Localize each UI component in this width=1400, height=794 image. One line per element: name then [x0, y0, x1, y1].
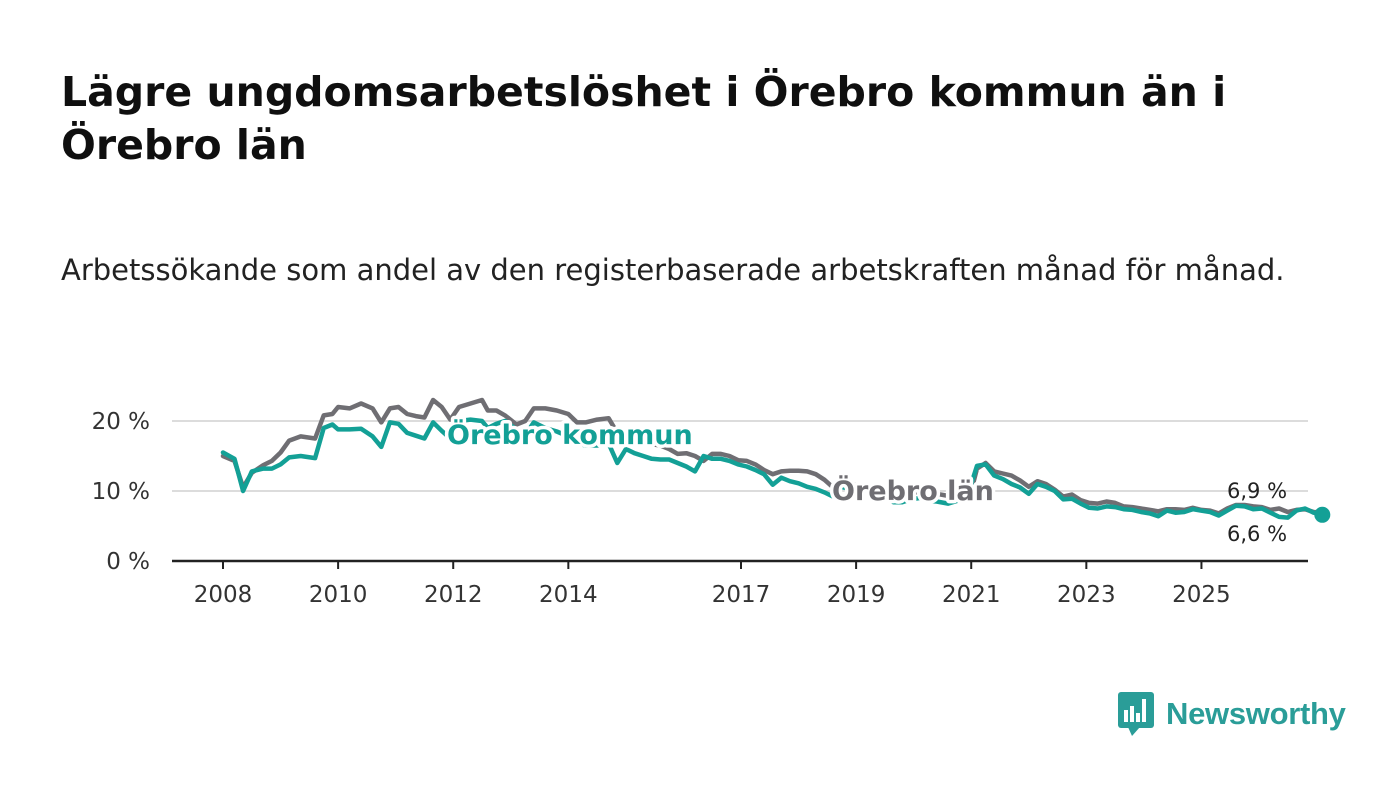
- x-axis: 2008 2010 2012 2014 2017 2019 2021 2023 2025: [172, 559, 1308, 608]
- end-point-orebro-kommun: [1314, 506, 1331, 523]
- y-tick-label: 20 %: [92, 409, 150, 435]
- end-value-orebro-kommun: 6,6 %: [1227, 522, 1287, 546]
- x-tick-label: 2012: [424, 582, 483, 608]
- bar-chart-speech-bubble-icon: [1118, 692, 1154, 736]
- x-tick-label: 2010: [309, 582, 368, 608]
- series-line-orebro-lan: [220, 397, 1325, 516]
- x-tick-label: 2017: [712, 582, 771, 608]
- end-value-orebro-lan: 6,9 %: [1227, 479, 1287, 503]
- x-tick-label: 2021: [942, 582, 1001, 608]
- y-axis: 0 % 10 % 20 %: [92, 409, 150, 575]
- brand-name: Newsworthy: [1166, 696, 1346, 731]
- y-tick-label: 10 %: [92, 479, 150, 505]
- x-tick-label: 2025: [1172, 582, 1231, 608]
- x-tick-label: 2008: [194, 582, 253, 608]
- series-label-orebro-kommun: Örebro kommun: [447, 418, 693, 451]
- x-tick-label: 2014: [539, 582, 598, 608]
- series-line-orebro-kommun: [220, 417, 1325, 520]
- chart-title: Lägre ungdomsarbetslöshet i Örebro kommu…: [61, 68, 1227, 169]
- series-labels: 6,9 % 6,6 % Örebro kommun Örebro län: [444, 415, 1331, 546]
- series-lines: [220, 397, 1325, 520]
- newsworthy-logo: Newsworthy: [1118, 690, 1346, 738]
- series-label-orebro-lan: Örebro län: [832, 474, 994, 507]
- gridlines: [172, 420, 1308, 492]
- chart-subtitle: Arbetssökande som andel av den registerb…: [61, 253, 1285, 287]
- x-tick-label: 2019: [827, 582, 886, 608]
- y-tick-label: 0 %: [106, 549, 150, 575]
- x-tick-label: 2023: [1057, 582, 1116, 608]
